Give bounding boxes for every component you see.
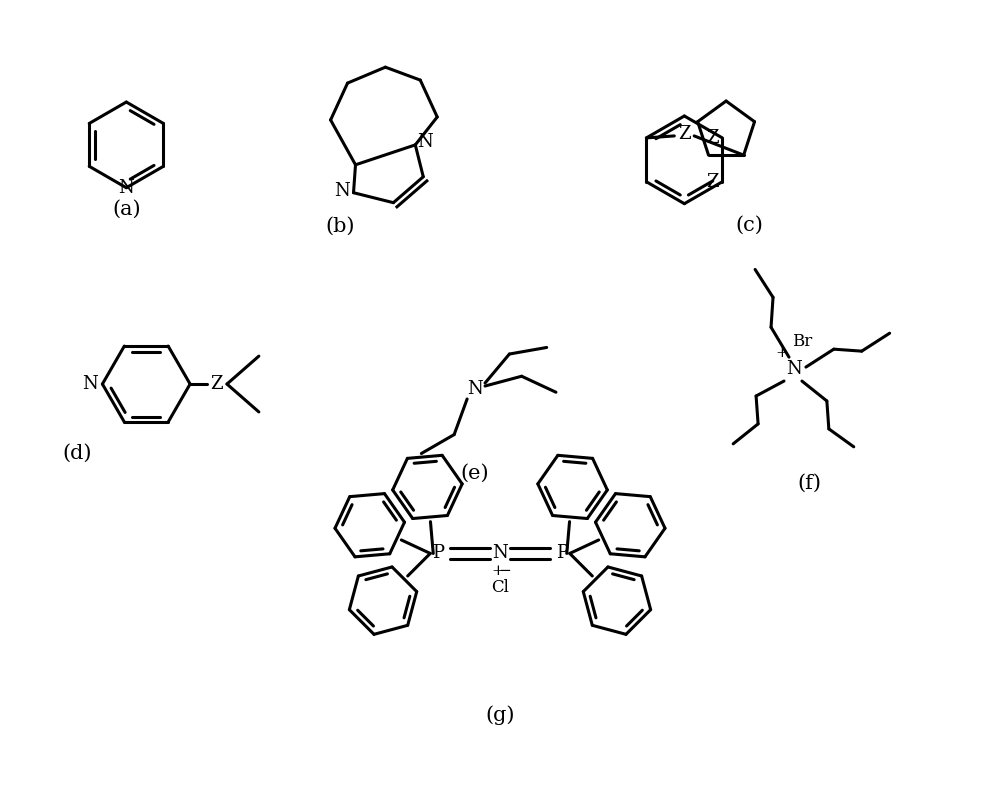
Text: (b): (b) xyxy=(326,217,355,236)
Text: N: N xyxy=(118,179,134,196)
Text: +: + xyxy=(776,346,788,360)
Text: (e): (e) xyxy=(461,464,489,483)
Text: N: N xyxy=(786,360,802,378)
Text: (d): (d) xyxy=(63,443,92,462)
Text: Br: Br xyxy=(792,333,812,350)
Text: N: N xyxy=(467,380,483,398)
Text: Cl: Cl xyxy=(491,579,509,596)
Text: −: − xyxy=(499,564,511,578)
Text: Z: Z xyxy=(706,173,719,191)
Text: N: N xyxy=(334,181,349,200)
Text: N: N xyxy=(492,544,508,563)
Text: P: P xyxy=(432,544,444,563)
Text: (g): (g) xyxy=(485,705,515,725)
Text: Z: Z xyxy=(678,125,691,143)
Text: P: P xyxy=(556,544,568,563)
Text: +: + xyxy=(492,564,504,578)
Text: Z: Z xyxy=(211,375,223,393)
Text: (f): (f) xyxy=(797,474,821,493)
Text: N: N xyxy=(417,133,433,151)
Text: (a): (a) xyxy=(112,200,141,219)
Text: (c): (c) xyxy=(735,216,763,235)
Text: Z: Z xyxy=(706,129,719,147)
Text: N: N xyxy=(83,375,98,393)
